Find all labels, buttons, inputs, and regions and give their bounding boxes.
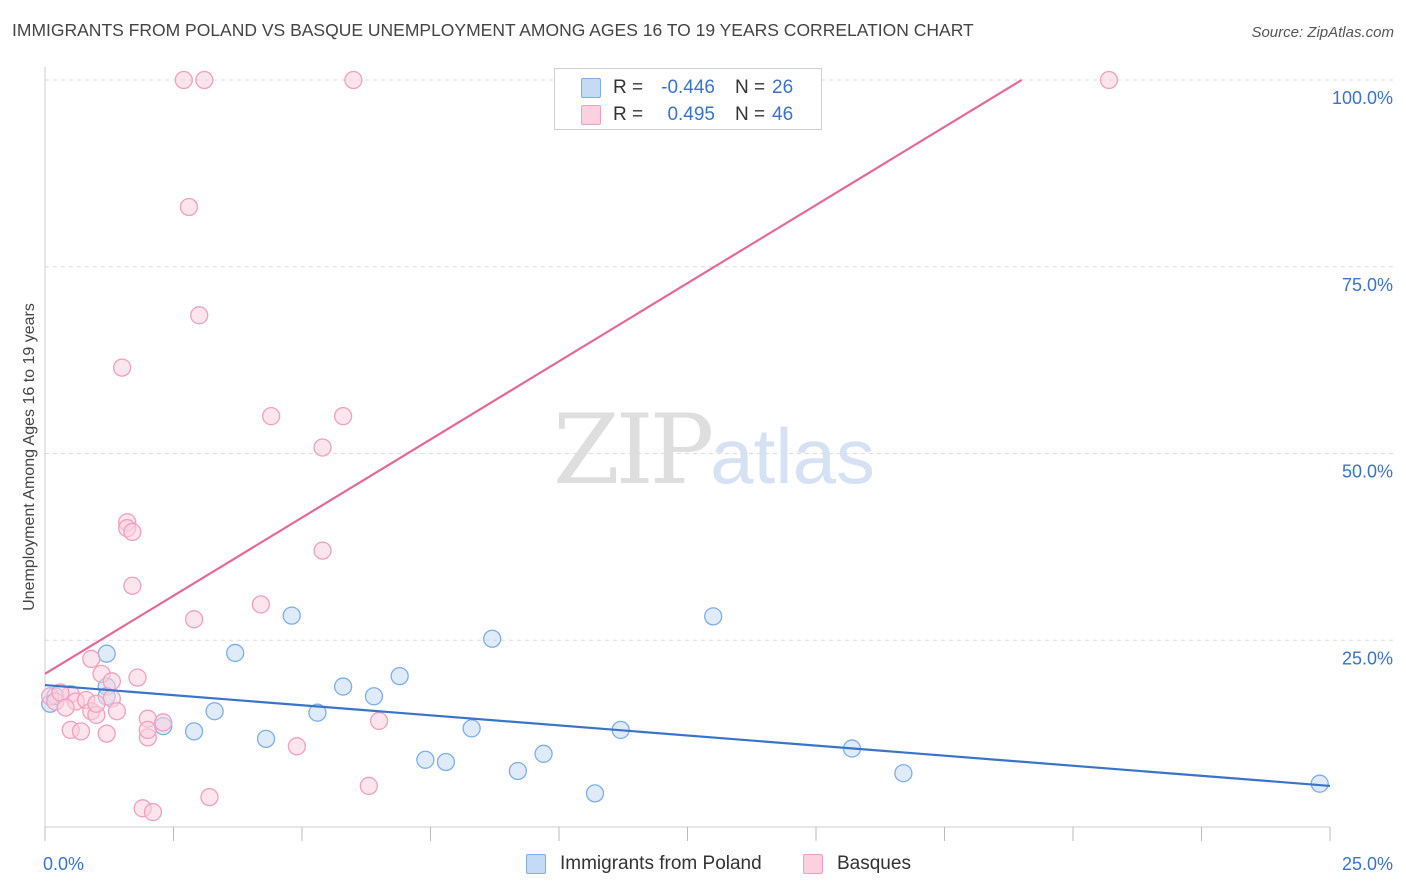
basques-point [369,711,389,731]
poland-point [534,744,553,763]
basques-point [154,713,173,732]
basques-point [251,595,271,614]
stats-box: R = -0.446 N = 26 R = 0.495 N = 46 [554,68,822,130]
y-tick-label: 25.0% [1342,648,1393,668]
basques-point [143,802,163,822]
poland-swatch-icon [581,78,601,98]
basques-point [56,698,75,717]
poland-point [205,702,224,721]
basques-trend-line [44,79,1023,675]
poland-point [416,750,435,769]
basques-point [200,787,219,807]
poland-point [364,687,384,706]
basques-point [138,720,157,740]
stats-row-basques: R = 0.495 N = 46 [555,101,821,128]
poland-point [390,666,409,686]
basques-point [195,70,214,90]
basques-legend-swatch-icon [803,854,823,874]
legend-label: Basques [837,853,911,874]
y-tick-label: 75.0% [1342,275,1393,295]
basques-point [184,610,204,629]
poland-point [704,607,723,626]
basques-point [190,306,209,325]
basques-point [344,70,363,90]
basques-point [107,702,127,721]
poland-point [508,761,528,781]
poland-point [462,719,481,738]
basques-point [82,649,101,669]
n-label: N = [735,104,766,125]
poland-point [894,764,913,783]
poland-point [585,784,605,803]
chart-title: IMMIGRANTS FROM POLAND VS BASQUE UNEMPLO… [12,20,974,40]
poland-point [184,722,204,741]
r-value: 0.495 [667,104,715,125]
r-value: -0.446 [661,77,715,98]
y-tick-label: 100.0% [1332,88,1393,108]
x-tick-label: 25.0% [1342,854,1393,874]
poland-point [256,729,276,749]
poland-trend-line [44,683,1331,788]
poland-point [226,643,245,663]
x-tick-label: 0.0% [43,854,84,874]
poland-point [97,644,116,663]
basques-point [102,672,121,691]
n-value: 46 [772,104,794,125]
stats-row-poland: R = -0.446 N = 26 [555,74,821,101]
basques-point [333,406,353,426]
poland-point [308,703,327,722]
basques-point [123,522,142,542]
legend-item-poland[interactable]: Immigrants from Poland [526,852,786,878]
r-label: R = [613,104,644,125]
y-tick-label: 50.0% [1342,462,1393,482]
poland-point [333,677,353,696]
basques-swatch-icon [581,105,601,125]
chart-source: Source: ZipAtlas.com [1251,24,1394,41]
basques-point [97,724,116,743]
basques-point [179,197,199,217]
basques-point [313,541,332,560]
basques-point [174,70,193,90]
basques-point [262,406,281,426]
poland-point [483,629,502,648]
n-label: N = [735,77,766,98]
n-value: 26 [772,77,794,98]
r-label: R = [613,77,644,98]
poland-point [436,752,456,772]
basques-point [313,438,332,457]
basques-point [112,358,132,377]
basques-point [359,776,378,796]
basques-point [128,668,147,687]
basques-point [87,694,106,713]
basques-point [287,737,307,756]
poland-legend-swatch-icon [526,854,546,874]
basques-point [123,576,142,595]
basques-point [71,722,91,741]
poland-point [282,606,301,625]
legend-item-basques[interactable]: Basques [803,852,933,878]
legend-label: Immigrants from Poland [560,853,762,874]
basques-point [1099,70,1119,90]
